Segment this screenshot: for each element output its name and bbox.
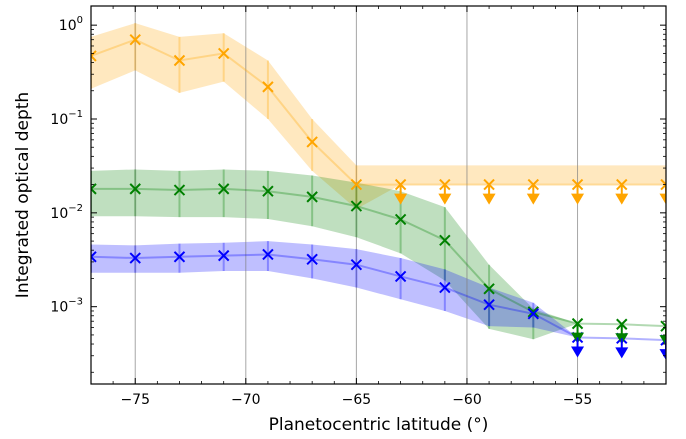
y-tick-label: 10−2	[50, 203, 83, 222]
series-line-1	[91, 187, 666, 328]
data-markers	[91, 33, 666, 346]
series-line-2	[91, 253, 666, 342]
data-marker	[217, 249, 230, 262]
data-marker	[306, 253, 318, 265]
data-marker	[129, 252, 141, 264]
data-marker	[306, 136, 318, 148]
upper-limit-arrow-head	[659, 349, 666, 361]
data-marker	[217, 47, 230, 60]
data-marker	[91, 251, 97, 263]
x-axis-label: Planetocentric latitude (°)	[269, 415, 489, 435]
data-marker	[616, 318, 628, 330]
y-tick-label: 100	[59, 15, 83, 34]
y-tick-labels: 10−3 10−2 10−1 100	[50, 15, 83, 316]
data-marker	[350, 178, 363, 191]
data-marker	[129, 183, 141, 195]
upper-limit-arrow-head	[394, 193, 408, 205]
series-line-0	[91, 38, 666, 186]
uncertainty-band-0	[91, 23, 666, 209]
upper-limit-arrow-head	[482, 193, 496, 205]
data-marker	[660, 178, 666, 191]
upper-limit-arrow-head	[571, 346, 585, 358]
data-marker	[394, 213, 407, 226]
data-marker	[91, 50, 97, 62]
data-marker	[129, 33, 141, 46]
data-marker	[262, 248, 274, 261]
data-marker	[439, 281, 451, 294]
x-tick-label: −65	[342, 392, 372, 408]
data-marker	[527, 306, 540, 318]
data-marker	[262, 185, 274, 197]
data-marker	[660, 320, 666, 332]
upper-limit-arrow-head	[615, 193, 629, 205]
data-marker	[483, 283, 495, 295]
data-marker	[394, 270, 407, 283]
data-marker	[306, 191, 318, 203]
x-tick-label: −75	[120, 392, 150, 408]
y-tick-label: 10−1	[50, 109, 83, 128]
data-marker	[350, 200, 363, 212]
upper-limit-arrow-head	[615, 347, 629, 359]
data-marker	[262, 81, 274, 93]
upper-limit-arrow-head	[571, 193, 585, 205]
upper-limit-arrow-head	[526, 193, 540, 205]
data-marker	[483, 298, 495, 311]
uncertainty-band-2	[91, 241, 666, 341]
y-tick-label: 10−3	[50, 297, 83, 316]
data-marker	[173, 184, 186, 196]
upper-limit-arrow-head	[438, 193, 452, 205]
plot-frame	[90, 5, 667, 385]
uncertainty-bands	[91, 23, 666, 341]
x-tick-label: −70	[231, 392, 261, 408]
data-marker	[91, 183, 97, 195]
data-marker	[439, 234, 451, 246]
series-lines	[91, 38, 666, 342]
y-axis-label: Integrated optical depth	[13, 92, 33, 298]
uncertainty-band-1	[91, 169, 666, 340]
data-marker	[173, 251, 186, 263]
upper-limit-arrows	[394, 184, 666, 361]
data-marker	[217, 183, 230, 195]
x-tick-label: −55	[563, 392, 593, 408]
upper-limit-arrow-head	[659, 193, 666, 205]
data-marker	[173, 54, 186, 67]
data-marker	[350, 259, 363, 271]
x-tick-labels: −75 −70 −65 −60 −55	[120, 392, 592, 408]
data-marker	[527, 308, 540, 320]
upper-limit-arrow-head	[659, 335, 666, 347]
x-tick-label: −60	[452, 392, 482, 408]
